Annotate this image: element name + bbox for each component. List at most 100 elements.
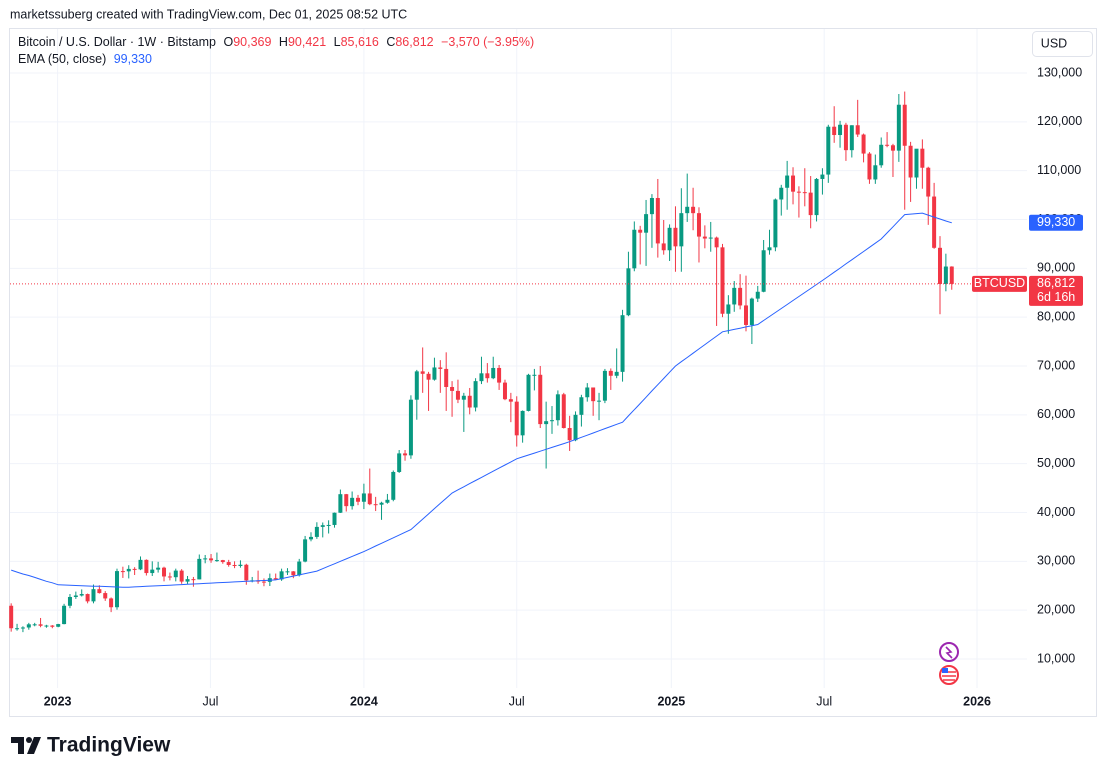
candle-body bbox=[667, 227, 672, 251]
candle-body bbox=[679, 213, 684, 247]
candle-body bbox=[356, 497, 361, 502]
icon bbox=[939, 642, 959, 662]
candle-body bbox=[244, 564, 249, 581]
candle-body bbox=[20, 627, 25, 629]
candle-body bbox=[491, 367, 496, 379]
candle-body bbox=[638, 229, 643, 233]
chart-frame bbox=[9, 28, 1097, 717]
candle-body bbox=[555, 394, 560, 421]
change: −3,570 (−3.95%) bbox=[441, 35, 534, 49]
candle-body bbox=[761, 250, 766, 292]
candle-body bbox=[649, 198, 654, 215]
candle-body bbox=[420, 371, 425, 374]
candle-body bbox=[203, 558, 208, 560]
candle-body bbox=[297, 561, 302, 576]
candle-body bbox=[50, 625, 55, 627]
candle-body bbox=[97, 589, 102, 594]
plot-area bbox=[9, 91, 1027, 633]
candle-body bbox=[585, 387, 590, 398]
candle-body bbox=[849, 125, 854, 151]
candle-body bbox=[861, 134, 866, 154]
candle-body bbox=[173, 570, 178, 578]
candle-body bbox=[44, 625, 49, 627]
candle-body bbox=[209, 558, 214, 561]
candle-body bbox=[397, 453, 402, 472]
candle-body bbox=[661, 243, 666, 251]
candle-body bbox=[579, 397, 584, 415]
candle-body bbox=[896, 104, 901, 151]
currency[interactable]: USD bbox=[1041, 36, 1067, 50]
candle-body bbox=[796, 191, 801, 193]
candle-body bbox=[514, 401, 519, 436]
ohlc-key: L bbox=[334, 35, 341, 49]
candle-body bbox=[132, 568, 137, 570]
candle-body bbox=[314, 526, 319, 537]
candle-body bbox=[214, 560, 219, 562]
candle-body bbox=[373, 504, 378, 506]
ohlc-value: 90,369 bbox=[233, 35, 271, 49]
candle-body bbox=[914, 148, 919, 178]
price-tag bbox=[1029, 275, 1083, 306]
candle-body bbox=[232, 564, 237, 566]
candle-body bbox=[785, 175, 790, 188]
candle-body bbox=[691, 206, 696, 214]
candle-body bbox=[873, 165, 878, 180]
price-tag-label: 86,812 bbox=[1037, 276, 1075, 290]
candle-body bbox=[485, 373, 490, 379]
candle-body bbox=[696, 213, 701, 237]
candle-body bbox=[767, 247, 772, 251]
candle-body bbox=[814, 178, 819, 216]
ema-name: EMA (50, close) bbox=[18, 52, 106, 66]
candle-body bbox=[497, 367, 502, 383]
candle-body bbox=[85, 594, 90, 602]
candle-body bbox=[520, 410, 525, 436]
candle-body bbox=[79, 594, 84, 596]
candle-body bbox=[502, 382, 507, 400]
candle-body bbox=[890, 145, 895, 151]
candle-body bbox=[855, 125, 860, 135]
candle-body bbox=[749, 298, 754, 325]
candle-body bbox=[162, 567, 167, 577]
candle-body bbox=[444, 368, 449, 387]
candle-body bbox=[755, 291, 760, 299]
x-tick-label: 2025 bbox=[657, 694, 685, 708]
x-tick-label: Jul bbox=[509, 694, 525, 708]
y-tick-label: 20,000 bbox=[1037, 602, 1075, 616]
candle-body bbox=[461, 395, 466, 400]
candle-body bbox=[367, 493, 372, 505]
flag-icon bbox=[942, 668, 948, 673]
candle-body bbox=[779, 187, 784, 200]
candle-body bbox=[9, 605, 14, 629]
candle-body bbox=[602, 370, 607, 401]
candle-body bbox=[350, 497, 355, 507]
x-tick-label: Jul bbox=[816, 694, 832, 708]
ohlc-key: O bbox=[223, 35, 233, 49]
candle-body bbox=[308, 536, 313, 540]
candle-body bbox=[291, 571, 296, 576]
candle-body bbox=[379, 502, 384, 505]
ema-line bbox=[11, 212, 952, 588]
badge-icons bbox=[939, 642, 959, 685]
candle-body bbox=[197, 558, 202, 580]
candle-body bbox=[838, 124, 843, 136]
candle-body bbox=[261, 581, 266, 583]
ohlc-value: 90,421 bbox=[288, 35, 326, 49]
candle-body bbox=[655, 198, 660, 244]
currency-button[interactable] bbox=[1032, 31, 1093, 57]
candle-body bbox=[185, 579, 190, 582]
ohlc-key: C bbox=[386, 35, 395, 49]
candle-body bbox=[526, 374, 531, 411]
candle-body bbox=[626, 268, 631, 316]
ema-legend: EMA (50, close) 99,330 bbox=[18, 52, 152, 66]
candle-body bbox=[885, 144, 890, 146]
candle-body bbox=[867, 153, 872, 180]
candle-body bbox=[238, 564, 243, 566]
candle-body bbox=[620, 315, 625, 372]
candle-body bbox=[908, 145, 913, 178]
candle-body bbox=[791, 175, 796, 192]
candle-body bbox=[191, 579, 196, 581]
candle-body bbox=[438, 367, 443, 369]
y-tick-label: 60,000 bbox=[1037, 407, 1075, 421]
candle-body bbox=[432, 367, 437, 380]
